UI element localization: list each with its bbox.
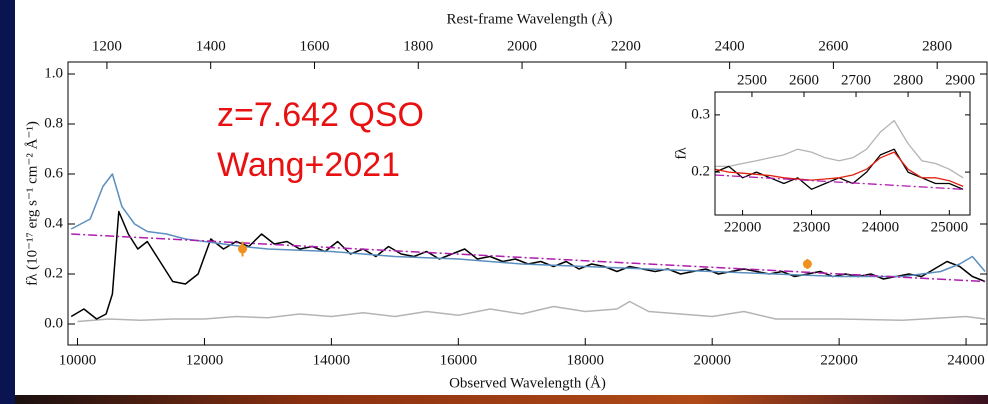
spectrum-line [715, 151, 964, 188]
x-tick-label: 24000 [862, 219, 900, 235]
x2-axis-label: Rest-frame Wavelength (Å) [447, 11, 613, 27]
x2-tick-label: 2500 [737, 72, 767, 88]
photometry-point [238, 244, 248, 254]
x-tick-label: 16000 [440, 352, 478, 368]
photometry-point [802, 259, 812, 269]
spectrum-line [77, 300, 986, 323]
y-axis-label: fλ [673, 147, 689, 160]
axes-frame [714, 91, 971, 216]
x-tick-label: 24000 [947, 352, 985, 368]
image-strip [15, 395, 988, 404]
slide-border [0, 0, 15, 404]
y-tick-label: 0.2 [44, 265, 63, 281]
x-tick-label: 25000 [931, 219, 969, 235]
x-tick-label: 14000 [313, 352, 351, 368]
y-tick-label: 0.0 [44, 315, 63, 331]
data-layer [715, 119, 964, 190]
x-tick-label: 12000 [186, 352, 224, 368]
axes-frame [67, 61, 988, 346]
y-tick-label: 1.0 [44, 65, 63, 81]
x2-tick-label: 2800 [922, 38, 952, 54]
x2-tick-label: 2200 [611, 38, 641, 54]
x2-tick-label: 2000 [507, 38, 537, 54]
y-axis-label: fλ (10⁻¹⁷ erg s⁻¹ cm⁻² Å⁻¹) [24, 121, 40, 286]
y-tick-label: 0.4 [44, 215, 63, 231]
x2-tick-label: 2900 [945, 72, 975, 88]
y-tick-label: 0.2 [691, 164, 710, 180]
y-tick-label: 0.3 [691, 106, 710, 122]
annotation: Wang+2021 [217, 146, 400, 184]
x-tick-label: 18000 [567, 352, 605, 368]
x-tick-label: 20000 [693, 352, 731, 368]
x-tick-label: 22000 [820, 352, 858, 368]
x-axis-label: Observed Wavelength (Å) [449, 375, 606, 391]
spectrum-line [715, 174, 964, 190]
inset-background [715, 92, 970, 215]
y-tick-label: 0.8 [44, 115, 63, 131]
x2-tick-label: 2600 [818, 38, 848, 54]
x-tick-label: 22000 [724, 219, 762, 235]
spectrum-line [715, 119, 964, 179]
x2-tick-label: 1200 [92, 38, 122, 54]
x2-tick-label: 1400 [196, 38, 226, 54]
data-layer [70, 173, 986, 323]
annotation: z=7.642 QSO [217, 96, 424, 134]
inset: 22000 23000 24000 25000 2500 2600 2700 2800 2900… [673, 72, 975, 235]
x2-tick-label: 2400 [715, 38, 745, 54]
main-axes: 10000 12000 14000 16000 18000 20000 22000 24000… [24, 11, 988, 391]
x2-tick-label: 2700 [841, 72, 871, 88]
x-tick-label: 10000 [59, 352, 97, 368]
x2-tick-label: 1600 [299, 38, 329, 54]
x2-tick-label: 2800 [893, 72, 923, 88]
x2-tick-label: 2600 [789, 72, 819, 88]
spectrum-line [70, 210, 986, 320]
x-tick-label: 23000 [793, 219, 831, 235]
y-tick-label: 0.6 [44, 165, 63, 181]
x2-tick-label: 1800 [403, 38, 433, 54]
